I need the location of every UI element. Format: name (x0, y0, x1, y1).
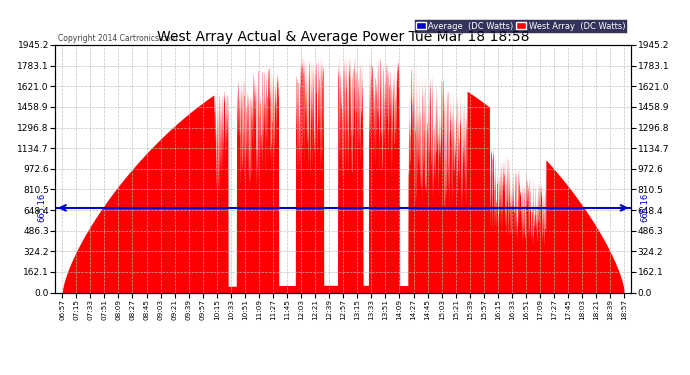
Text: Copyright 2014 Cartronics.com: Copyright 2014 Cartronics.com (58, 33, 177, 42)
Text: 665.16: 665.16 (37, 193, 46, 222)
Text: 665.16: 665.16 (640, 193, 649, 222)
Legend: Average  (DC Watts), West Array  (DC Watts): Average (DC Watts), West Array (DC Watts… (414, 20, 627, 33)
Title: West Array Actual & Average Power Tue Mar 18 18:58: West Array Actual & Average Power Tue Ma… (157, 30, 529, 44)
